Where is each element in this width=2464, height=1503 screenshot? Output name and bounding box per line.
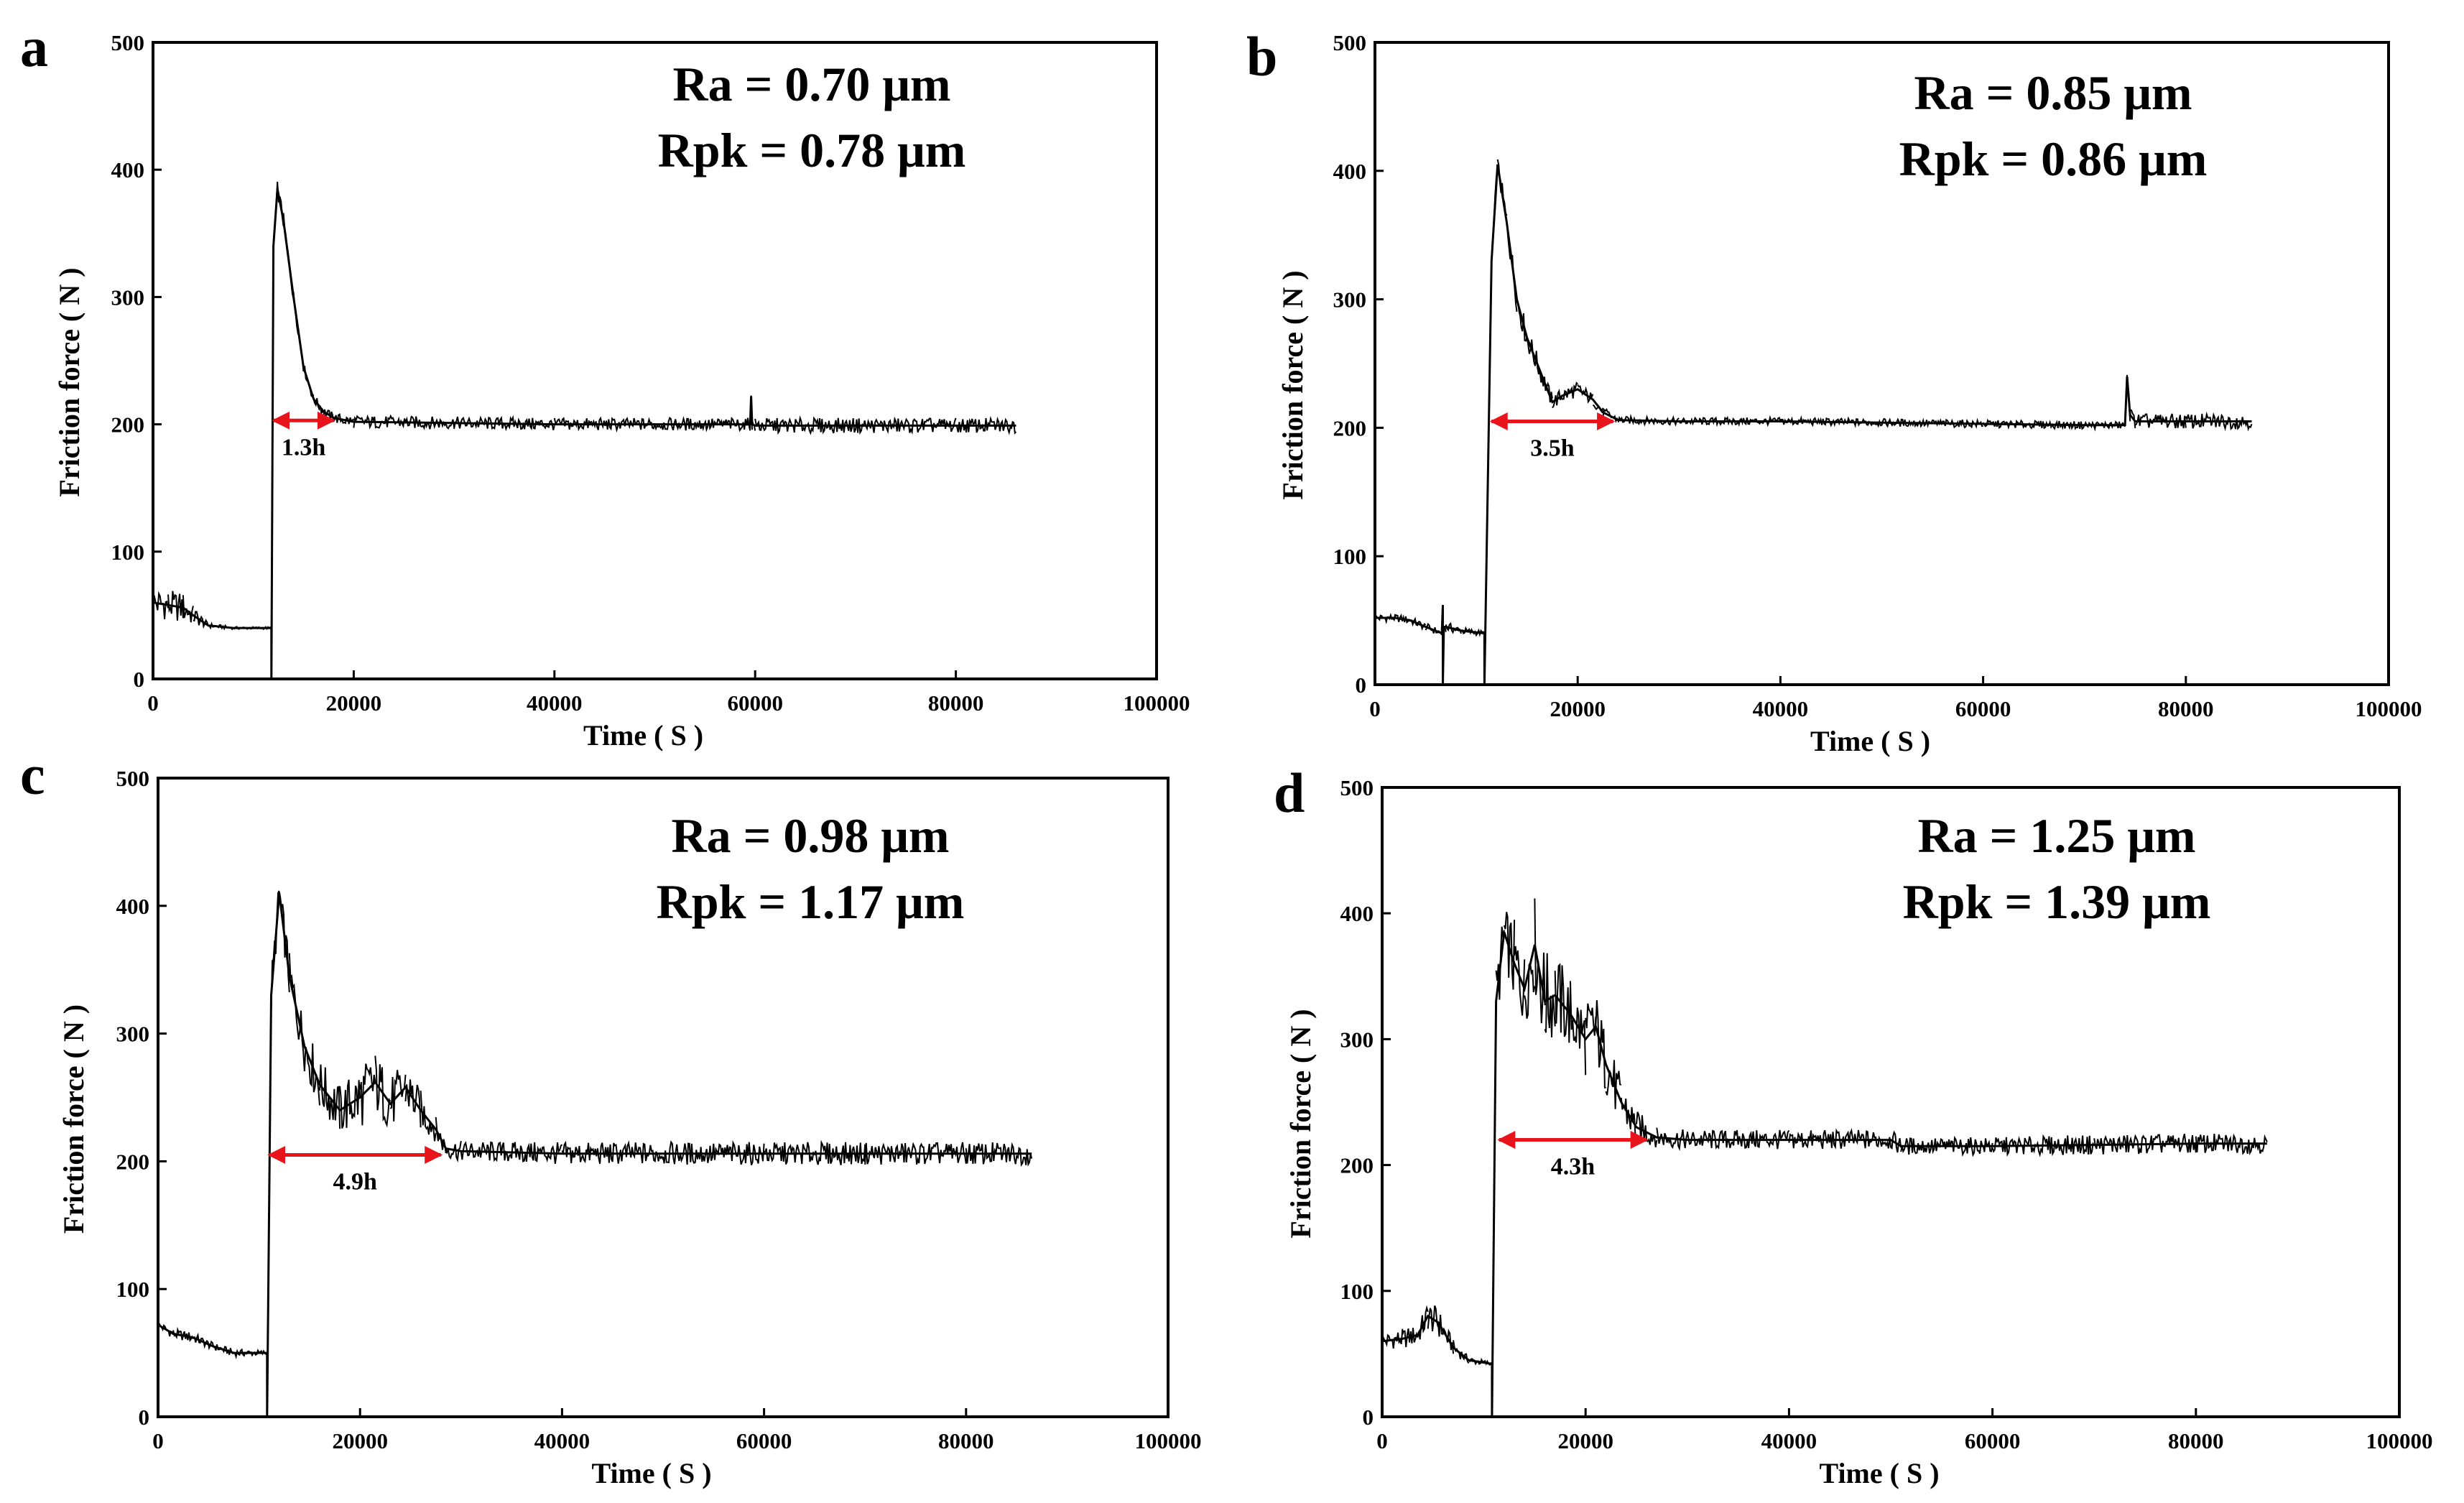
chart-panel-a: a 0 20000 40000 60000 80000 100000 0 100 200 300 40… [20,16,1190,752]
panel-label: a [20,16,48,78]
x-tick-label: 0 [1376,1428,1388,1453]
x-tick-label: 60000 [736,1428,792,1453]
y-axis-title: Friction force ( N ) [57,1004,90,1234]
x-tick-label: 20000 [1557,1428,1613,1453]
x-tick-label: 40000 [1753,696,1809,721]
x-tick-label: 40000 [534,1428,590,1453]
x-tick-label: 0 [147,690,159,716]
x-tick-label: 60000 [1965,1428,2021,1453]
roughness-rpk-annotation: Rpk = 0.78 μm [658,123,966,177]
friction-force-noise [157,890,1033,1417]
y-tick-label: 200 [111,412,145,438]
y-tick-label: 400 [116,894,150,919]
y-tick-label: 100 [1333,544,1367,569]
y-axis-title: Friction force ( N ) [1284,1009,1317,1238]
x-tick-label: 100000 [1124,690,1190,716]
plot-frame [1381,786,2401,1418]
x-tick-label: 80000 [938,1428,994,1453]
y-tick-label: 0 [1363,1405,1374,1430]
x-tick-label: 60000 [727,690,783,716]
panel-label: b [1246,25,1277,88]
x-tick-label: 20000 [326,690,382,716]
x-tick-label: 60000 [1955,696,2011,721]
y-tick-label: 500 [111,30,145,55]
y-tick-label: 100 [116,1277,150,1302]
chart-panel-b: b 0 20000 40000 60000 80000 100000 0 100 200 300 40… [1246,25,2422,757]
roughness-ra-annotation: Ra = 0.70 μm [672,57,950,111]
y-tick-label: 500 [116,766,150,791]
chart-panel-c: c 0 20000 40000 60000 80000 100000 0 100 200 300 40… [20,744,1202,1489]
x-axis-title: Time ( S ) [1819,1457,1939,1489]
x-tick-label: 100000 [2356,696,2422,721]
y-tick-label: 400 [1333,159,1367,184]
y-tick-label: 400 [111,157,145,182]
friction-force-noise [1374,159,2253,685]
x-tick-label: 80000 [2158,696,2214,721]
y-tick-label: 500 [1340,775,1374,800]
x-tick-label: 40000 [527,690,583,716]
x-tick-label: 40000 [1761,1428,1817,1453]
friction-force-noise [1381,898,2268,1417]
y-tick-label: 0 [134,667,145,692]
y-tick-label: 300 [111,285,145,310]
y-axis-title: Friction force ( N ) [53,267,85,496]
roughness-rpk-annotation: Rpk = 1.17 μm [657,874,965,929]
roughness-ra-annotation: Ra = 1.25 μm [1917,808,2195,863]
y-tick-label: 500 [1333,30,1367,55]
x-tick-label: 0 [152,1428,164,1453]
panel-label: d [1274,762,1305,824]
y-tick-label: 0 [139,1405,150,1430]
x-tick-label: 80000 [928,690,984,716]
y-tick-label: 200 [1340,1153,1374,1178]
running-in-duration-label: 4.9h [333,1169,377,1196]
plot-frame [157,777,1170,1418]
y-tick-label: 200 [1333,415,1367,440]
y-tick-label: 400 [1340,901,1374,926]
roughness-ra-annotation: Ra = 0.98 μm [671,808,949,863]
y-tick-label: 0 [1356,672,1367,698]
x-axis-title: Time ( S ) [591,1457,711,1489]
running-in-duration-label: 3.5h [1530,435,1575,461]
chart-panel-d: d 0 20000 40000 60000 80000 100000 0 100 200 300 40… [1274,762,2433,1489]
panel-label: c [20,744,45,806]
y-tick-label: 300 [1333,287,1367,313]
y-tick-label: 100 [1340,1279,1374,1304]
running-in-duration-label: 1.3h [282,434,326,461]
plot-frame [1374,41,2390,686]
y-tick-label: 300 [1340,1027,1374,1052]
x-axis-title: Time ( S ) [1810,725,1930,757]
x-tick-label: 20000 [1550,696,1606,721]
x-tick-label: 0 [1369,696,1381,721]
y-axis-title: Friction force ( N ) [1277,270,1309,499]
x-axis-title: Time ( S ) [583,719,703,752]
x-tick-label: 20000 [332,1428,388,1453]
running-in-duration-label: 4.3h [1551,1154,1595,1180]
roughness-ra-annotation: Ra = 0.85 μm [1914,65,2192,120]
y-tick-label: 100 [111,540,145,565]
roughness-rpk-annotation: Rpk = 1.39 μm [1903,874,2211,929]
friction-force-noise [152,181,1017,679]
roughness-rpk-annotation: Rpk = 0.86 μm [1899,131,2208,186]
x-tick-label: 80000 [2168,1428,2224,1453]
x-tick-label: 100000 [2366,1428,2433,1453]
plot-frame [152,41,1158,680]
friction-force-line [1381,932,2267,1418]
y-tick-label: 200 [116,1149,150,1174]
y-tick-label: 300 [116,1022,150,1047]
x-tick-label: 100000 [1135,1428,1202,1453]
